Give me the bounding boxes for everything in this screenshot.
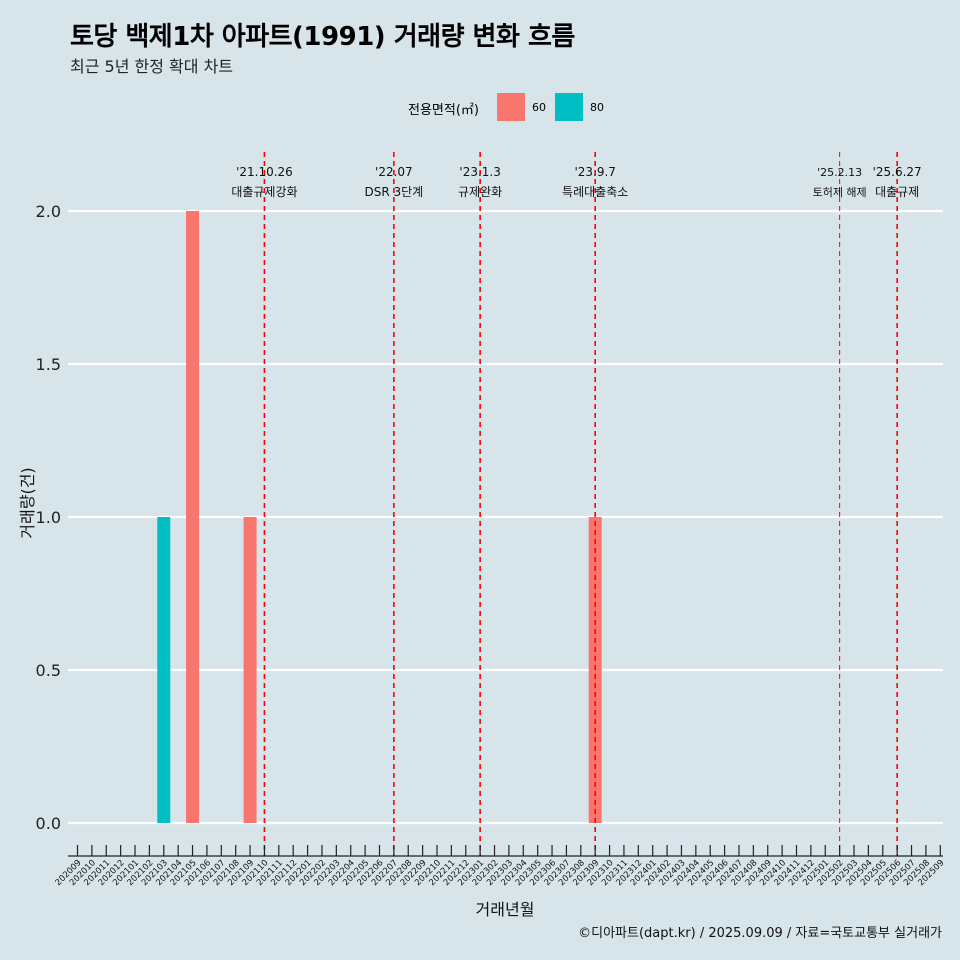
y-tick-label: 1.5	[36, 355, 61, 374]
legend-label-60: 60	[532, 101, 546, 114]
event-label: 대출규제	[875, 185, 919, 199]
x-axis-title: 거래년월	[476, 900, 535, 919]
legend: 전용면적(㎡) 60 80	[0, 93, 960, 121]
event-label: 특례대출축소	[562, 185, 628, 199]
event-label: 규제완화	[458, 185, 502, 199]
event-date: '25.2.13	[817, 166, 862, 179]
y-tick-label: 0.5	[36, 661, 61, 680]
event-label: 대출규제강화	[231, 185, 297, 199]
y-tick-label: 0.0	[36, 814, 61, 833]
event-label: DSR 3단계	[364, 185, 423, 199]
chart-subtitle: 최근 5년 한정 확대 차트	[70, 57, 234, 76]
bar-60-202109	[243, 517, 257, 823]
bar-80-202103	[157, 517, 171, 823]
legend-key-60	[497, 93, 525, 121]
legend-title: 전용면적(㎡)	[408, 103, 479, 118]
caption: ©디아파트(dapt.kr) / 2025.09.09 / 자료=국토교통부 실…	[578, 926, 942, 941]
event-date: '25.6.27	[873, 165, 922, 179]
legend-key-80	[555, 93, 583, 121]
event-date: '22.07	[375, 165, 413, 179]
event-date: '21.10.26	[236, 165, 293, 179]
chart-title: 토당 백제1차 아파트(1991) 거래량 변화 흐름	[70, 22, 575, 52]
y-tick-label: 2.0	[36, 202, 61, 221]
y-axis-title: 거래량(건)	[18, 467, 37, 538]
event-date: '23.9.7	[574, 165, 615, 179]
legend-label-80: 80	[590, 101, 604, 114]
y-tick-label: 1.0	[36, 508, 61, 527]
event-label: 토허제 해제	[813, 185, 867, 199]
bar-60-202105	[186, 211, 200, 823]
event-date: '23.1.3	[459, 165, 500, 179]
